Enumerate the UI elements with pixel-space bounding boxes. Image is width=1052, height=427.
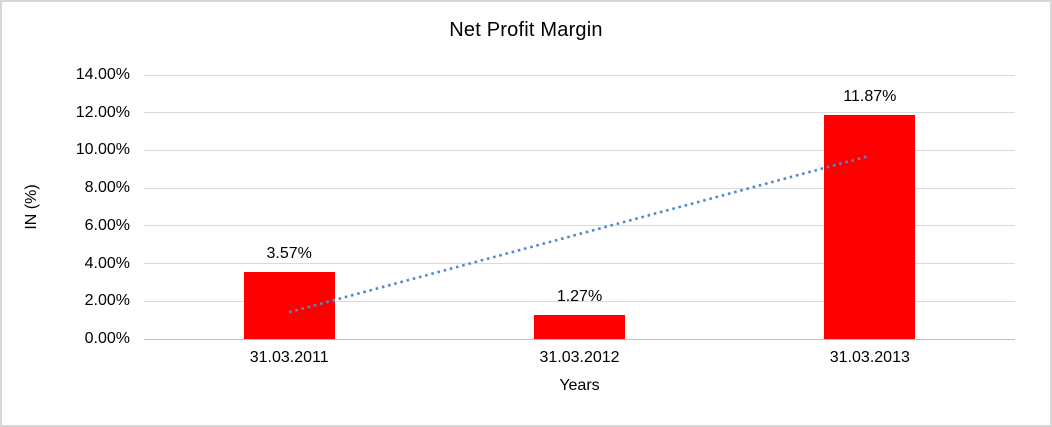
gridline — [144, 74, 1015, 76]
x-category-label: 31.03.2013 — [829, 349, 910, 366]
y-tick-label: 4.00% — [84, 254, 130, 272]
gridline — [144, 300, 1015, 302]
trendline — [288, 154, 871, 314]
bar-data-label: 1.27% — [556, 288, 603, 306]
gridline — [144, 149, 1015, 151]
plot-area: 3.57% 31.03.2011 1.27% 31.03.2012 11.87% 31.0… — [144, 74, 1015, 366]
gridline — [144, 187, 1015, 189]
chart-title: Net Profit Margin — [449, 19, 603, 41]
bar-data-label: 3.57% — [266, 244, 312, 262]
y-tick-label: 2.00% — [84, 292, 130, 310]
y-tick-label: 8.00% — [84, 179, 130, 197]
x-axis-title: Years — [559, 377, 600, 394]
x-category-label: 31.03.2012 — [539, 349, 620, 366]
y-tick-label: 6.00% — [84, 216, 130, 234]
bar-31.03.2011 — [243, 271, 335, 339]
bar-data-label: 11.87% — [843, 88, 897, 106]
bar-31.03.2012 — [534, 315, 625, 339]
y-tick-label: 0.00% — [84, 330, 130, 347]
y-tick-label: 14.00% — [75, 66, 130, 83]
y-tick-label: 10.00% — [75, 141, 130, 159]
y-tick-label: 12.00% — [75, 103, 130, 121]
gridline — [144, 112, 1015, 114]
x-axis-line — [144, 338, 1015, 340]
bar-31.03.2013 — [824, 115, 916, 339]
gridline — [144, 263, 1015, 265]
x-category-label: 31.03.2011 — [249, 349, 329, 366]
gridline — [144, 225, 1015, 227]
